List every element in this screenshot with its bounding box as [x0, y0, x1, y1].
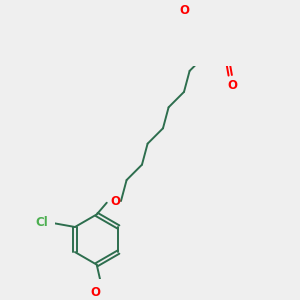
Text: Cl: Cl: [35, 216, 48, 229]
Text: O: O: [91, 286, 101, 299]
Text: O: O: [228, 79, 238, 92]
Text: O: O: [179, 4, 190, 17]
Text: O: O: [110, 195, 120, 208]
